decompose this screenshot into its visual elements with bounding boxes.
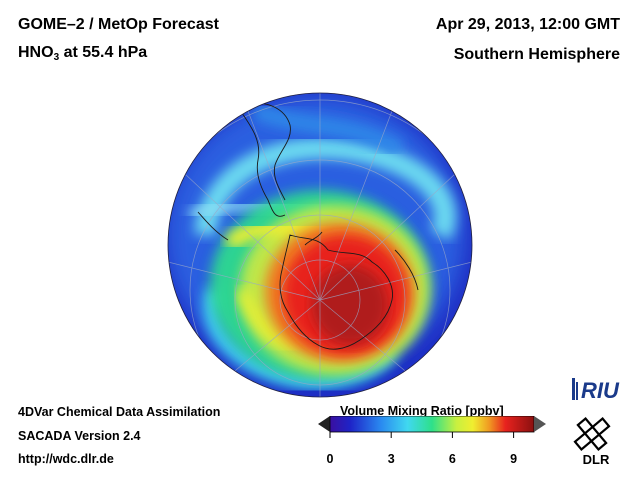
date-label: Apr 29, 2013, 12:00 GMT [435, 16, 620, 33]
footer-line1: 4DVar Chemical Data Assimilation [18, 405, 221, 419]
colorbar-tick-label: 6 [448, 452, 456, 466]
map-title: GOME–2 / MetOp Forecast [18, 16, 219, 33]
colorbar-max-arrow [534, 416, 546, 432]
colorbar-tick-label: 3 [387, 452, 395, 466]
species-subscript: 3 [53, 52, 60, 63]
coastlines [197, 103, 419, 350]
footer-url[interactable]: http://wdc.dlr.de [18, 452, 114, 466]
colorbar-tick-label: 9 [510, 452, 518, 466]
pressure-level: at 55.4 hPa [59, 44, 148, 61]
globe-outline [167, 92, 473, 398]
graticule [168, 93, 472, 397]
dlr-logo: DLR [573, 416, 611, 467]
colorbar-label: Volume Mixing Ratio [ppbv] [340, 404, 504, 418]
species-name: HNO [18, 44, 54, 61]
colorbar-ticks [329, 432, 515, 438]
region-label: Southern Hemisphere [453, 46, 620, 63]
colorbar-tick-label: 0 [326, 452, 334, 466]
hemisphere-map [167, 92, 473, 398]
riu-logo-text: RIU [581, 378, 620, 403]
colorbar-min-arrow [318, 416, 330, 432]
colorbar [318, 416, 546, 438]
footer-line2: SACADA Version 2.4 [18, 429, 141, 443]
map-subtitle: HNO3 at 55.4 hPa [18, 44, 147, 63]
dlr-logo-text: DLR [583, 452, 610, 467]
riu-logo: RIU [572, 378, 620, 403]
